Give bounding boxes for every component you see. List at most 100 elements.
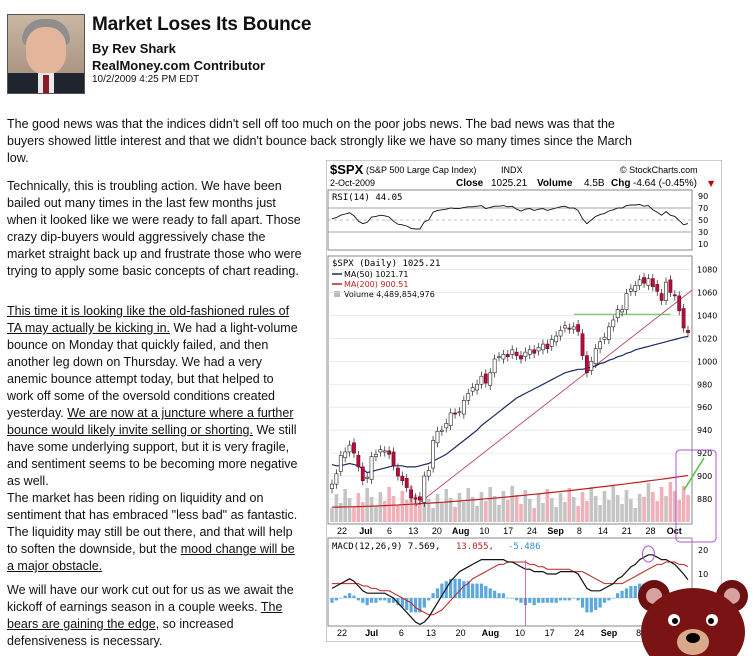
macd-histogram-bar — [550, 598, 554, 603]
macd-histogram-bar — [497, 593, 501, 598]
chart-date: 2-Oct-2009 — [330, 178, 375, 188]
volume-bar — [554, 507, 558, 522]
price-tick-label: 1040 — [697, 311, 717, 320]
chart-exchange: INDX — [501, 165, 523, 175]
candle — [431, 440, 435, 469]
volume-bar — [506, 500, 510, 522]
volume-bar — [347, 498, 352, 522]
macd-histogram-bar — [479, 583, 484, 598]
macd-histogram-bar — [563, 598, 567, 601]
macd-histogram-bar — [528, 598, 532, 603]
macd-histogram-bar — [365, 598, 369, 606]
volume-value: 4.5B — [584, 178, 605, 189]
candle — [352, 442, 356, 454]
rsi-tick-label: 10 — [698, 240, 708, 249]
volume-bar — [497, 505, 501, 522]
rsi-legend: RSI(14) 44.05 — [332, 193, 402, 203]
macd-tick-label: 20 — [698, 546, 708, 555]
macd-histogram-bar — [572, 598, 576, 599]
macd-histogram-bar — [611, 598, 615, 599]
highlight-box — [675, 449, 717, 543]
macd-histogram-bar — [413, 598, 418, 613]
candle — [615, 309, 620, 318]
macd-legend-c: -5.486 — [508, 542, 541, 552]
macd-x-label: 17 — [545, 628, 555, 638]
volume-bar — [356, 493, 361, 522]
volume-bar — [629, 499, 633, 522]
candle — [633, 285, 638, 292]
candle — [598, 341, 602, 349]
macd-histogram-bar — [576, 598, 580, 601]
candle — [378, 449, 383, 453]
candle — [501, 354, 506, 360]
volume-bar — [580, 492, 585, 522]
candle — [365, 476, 370, 479]
volume-bar — [369, 497, 374, 522]
macd-histogram-bar — [536, 598, 541, 603]
volume-bar — [413, 495, 418, 522]
macd-histogram-bar — [501, 593, 506, 598]
candle — [611, 319, 616, 328]
macd-histogram-bar — [440, 583, 444, 598]
volume-bar — [374, 506, 378, 522]
price-x-label: Jul — [359, 526, 372, 536]
macd-histogram-bar — [422, 598, 426, 608]
chart-source: © StockCharts.com — [620, 165, 698, 175]
candle — [628, 288, 633, 292]
macd-histogram-bar — [334, 598, 338, 601]
price-x-label: Sep — [547, 526, 564, 536]
candle — [334, 473, 339, 485]
paragraph-5-text-a: We will have our work cut out for us as … — [7, 583, 294, 614]
volume-bar — [378, 492, 383, 522]
macd-histogram-bar — [633, 586, 637, 598]
volume-bar — [488, 487, 493, 522]
candle — [541, 343, 545, 351]
paragraph-4-text: The market has been riding on liquidity … — [7, 491, 298, 556]
volume-bar — [440, 503, 444, 522]
paragraph-4: The market has been riding on liquidity … — [7, 490, 303, 575]
price-tick-label: 960 — [697, 403, 712, 412]
macd-histogram-bar — [400, 598, 404, 608]
volume-bar — [426, 499, 431, 522]
macd-histogram-bar — [391, 598, 396, 603]
volume-bar — [400, 491, 405, 522]
macd-histogram-bar — [541, 598, 545, 603]
volume-bar — [686, 495, 690, 522]
macd-histogram-bar — [488, 588, 492, 598]
candle — [554, 335, 559, 343]
candle — [448, 412, 453, 426]
rsi-line — [331, 203, 689, 230]
macd-highlight-circle — [641, 545, 655, 563]
volume-bar — [545, 489, 550, 522]
macd-histogram-bar — [594, 598, 598, 610]
volume-bar — [527, 499, 532, 522]
volume-bar — [615, 495, 620, 522]
volume-bar — [352, 507, 356, 522]
candle — [646, 278, 651, 286]
volume-bar — [536, 494, 541, 522]
macd-histogram-bar — [396, 598, 400, 606]
volume-bar — [532, 508, 536, 522]
price-tick-label: 1060 — [697, 288, 717, 297]
macd-histogram-bar — [506, 598, 510, 599]
paragraph-3-text-a: We had a light-volume bounce on Monday t… — [7, 321, 298, 420]
macd-tick-label: 10 — [698, 570, 708, 579]
macd-histogram-bar — [343, 595, 347, 598]
macd-histogram-bar — [602, 598, 607, 603]
macd-x-label: 24 — [574, 628, 584, 638]
close-value: 1025.21 — [491, 178, 528, 189]
macd-x-label: 22 — [337, 628, 347, 638]
candle — [369, 456, 374, 480]
key-point-bears: The bears are gaining the edge, — [7, 600, 283, 631]
macd-histogram-bar — [369, 598, 374, 603]
macd-panel: MACD(12,26,9) 7.569, 13.055, -5.486 — [327, 537, 693, 627]
author-byline[interactable]: By Rev Shark — [92, 41, 176, 56]
macd-histogram-bar — [567, 598, 571, 601]
volume-bar — [396, 505, 400, 522]
volume-bar — [558, 493, 563, 522]
candle — [453, 412, 457, 415]
candle — [492, 358, 497, 374]
price-x-label: 6 — [387, 526, 392, 536]
macd-histogram-bar — [378, 598, 382, 601]
candle — [593, 348, 598, 364]
